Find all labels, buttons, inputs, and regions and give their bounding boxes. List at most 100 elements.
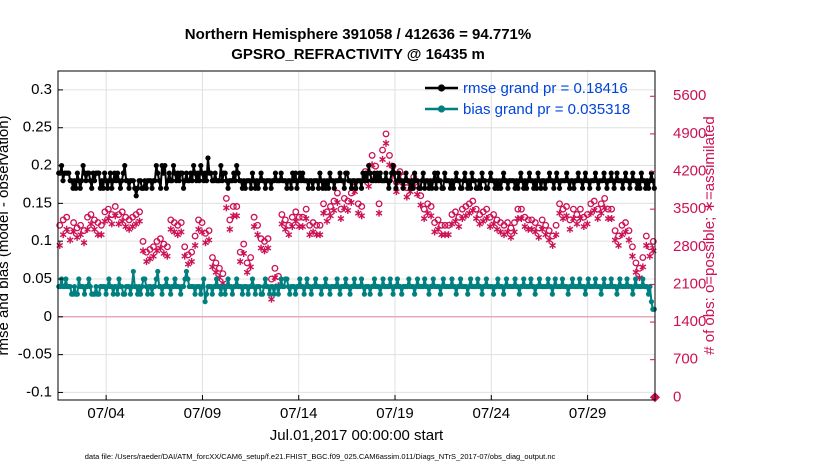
assimilated-obs-point [434,225,442,233]
rmse-point [235,170,241,176]
possible-obs-point [469,197,477,205]
bias-point [312,276,319,282]
rmse-point [203,178,210,184]
asterisk-stroke [420,215,428,222]
rmse-point [611,185,617,191]
rmse-point [409,178,415,184]
rmse-point [505,185,511,191]
possible-obs-point [358,203,366,210]
rmse-point [645,185,652,191]
possible-obs-point [150,243,157,251]
bias-point [297,276,303,282]
rmse-point [485,185,491,191]
bias-point [585,276,591,282]
assimilated-obs-point [271,274,279,282]
possible-obs-point [375,200,383,208]
possible-obs-point [295,213,303,221]
rmse-point [358,185,365,191]
asterisk-stroke [337,215,345,222]
bias-point [284,276,290,282]
possible-obs-point [212,259,220,267]
asterisk-stroke [354,210,362,216]
rmse-point [526,170,533,176]
bias-point [457,276,464,282]
left-tick-label: 0.1 [31,232,52,249]
rmse-point [155,170,161,176]
asterisk-stroke [434,226,442,232]
rmse-point [638,170,644,176]
possible-obs-point [118,208,126,216]
asterisk-stroke [413,191,421,197]
bias-point [87,283,93,290]
bias-point [358,276,365,282]
bias-point [103,291,109,297]
rmse-point [476,178,482,184]
possible-obs-point [219,270,227,278]
assimilated-obs-point [111,212,119,220]
rmse-point [232,178,238,184]
x-tick-label: 07/04 [87,405,125,422]
rmse-point [651,185,657,191]
assimilated-obs-point [347,198,355,206]
bias-point [500,291,507,297]
possible-obs-point [177,219,185,227]
assimilated-obs-point [327,212,334,220]
rmse-point [315,185,322,191]
assimilated-obs-point [545,236,553,244]
rmse-point [170,162,177,169]
possible-obs-point [632,259,640,267]
assimilated-obs-point [66,236,74,244]
rmse-point [601,170,607,176]
assimilated-obs-point [556,209,563,217]
asterisk-stroke [403,194,411,200]
bias-point [361,291,367,297]
assimilated-obs-point [209,263,216,271]
rmse-point [188,170,194,176]
rmse-point [100,185,106,191]
rmse-point [567,185,573,191]
rmse-point [102,170,108,176]
possible-obs-point [302,205,310,213]
rmse-point [595,185,601,191]
possible-obs-point [368,151,376,159]
asterisk-stroke [629,253,636,259]
possible-obs-point [198,219,206,227]
asterisk-stroke [181,253,189,259]
rmse-point [556,185,563,191]
bias-point [149,291,155,297]
asterisk-stroke [347,199,355,205]
assimilated-obs-point [136,217,143,225]
rmse-point [630,170,636,176]
rmse-point [57,170,63,176]
asterisk-stroke [111,213,119,219]
rmse-point [478,185,484,191]
assimilated-obs-point [337,215,345,223]
bias-point [198,291,204,297]
rmse-point [456,178,462,184]
left-tick-label: -0.05 [18,346,52,363]
possible-obs-point [278,211,286,218]
left-tick-label: 0.25 [23,119,52,136]
asterisk-stroke [563,213,570,219]
rmse-point [419,178,425,184]
rmse-point [305,185,312,191]
rmse-point [89,185,95,191]
possible-obs-point [181,243,189,251]
asterisk-stroke [531,229,539,235]
rmse-point [390,162,396,169]
possible-obs-point [507,224,515,232]
bias-point [495,276,501,282]
assimilated-obs-point [177,228,185,236]
assimilated-obs-point [413,190,421,198]
possible-obs-point [222,194,230,202]
possible-obs-point [438,221,445,229]
rmse-point [608,170,614,176]
rmse-point [126,185,132,191]
rmse-point [614,170,620,176]
assimilated-obs-point [320,209,327,217]
possible-obs-point [136,208,144,216]
asterisk-stroke [639,264,647,270]
assimilated-obs-point [576,215,584,223]
asterisk-stroke [91,226,98,232]
possible-obs-point [538,216,546,224]
